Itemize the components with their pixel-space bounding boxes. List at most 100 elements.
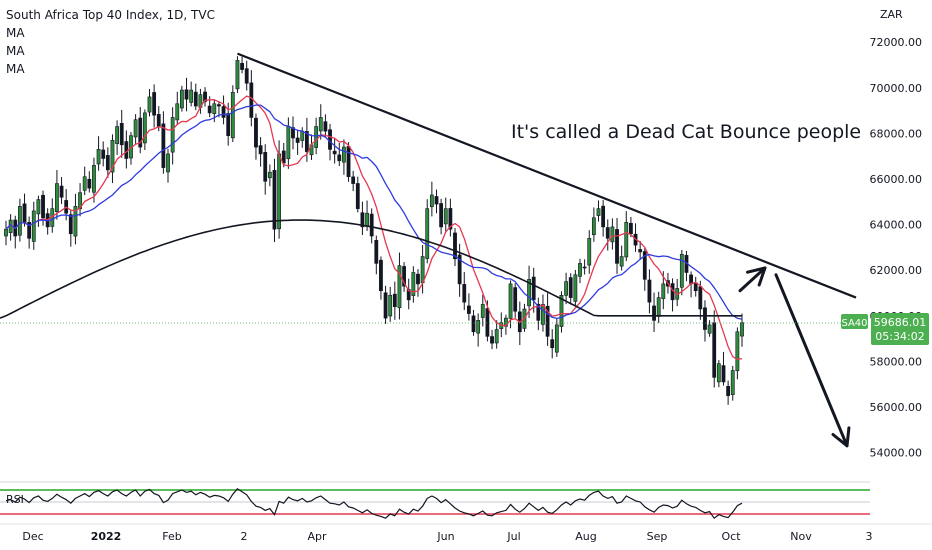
candle-down [712, 322, 717, 378]
candle-down [337, 154, 342, 162]
candle-up [92, 165, 96, 193]
candle-down [226, 113, 231, 136]
x-tick-label: Sep [647, 530, 668, 543]
candle-down [138, 117, 143, 148]
candle-down [152, 92, 157, 116]
candle-down [41, 194, 45, 219]
candle-up [286, 126, 291, 160]
y-tick-label: 64000.00 [870, 219, 923, 232]
candle-down [87, 178, 92, 189]
candle-down [652, 305, 656, 321]
candle-up [735, 331, 740, 372]
candle-up [170, 117, 175, 153]
candle-down [304, 131, 309, 152]
candle-up [82, 176, 87, 191]
candle-up [267, 171, 272, 179]
candle-up [443, 208, 448, 225]
chart-title: South Africa Top 40 Index, 1D, TVC [6, 8, 215, 22]
candle-down [203, 91, 207, 102]
candle-up [508, 283, 513, 319]
currency-label: ZAR [880, 8, 903, 21]
candle-down [105, 155, 110, 171]
candle-up [476, 320, 481, 334]
candle-down [448, 208, 453, 230]
candle-down [471, 315, 476, 333]
y-tick-label: 56000.00 [870, 401, 923, 414]
candle-up [656, 297, 661, 317]
candle-up [277, 153, 282, 230]
candle-up [55, 183, 59, 212]
candle-down [346, 146, 351, 178]
candle-up [235, 60, 240, 90]
candle-down [217, 104, 221, 107]
candle-down [59, 185, 64, 198]
candle-down [453, 232, 457, 260]
candle-down [485, 308, 490, 337]
symbol-badge [841, 313, 868, 329]
candle-down [402, 266, 406, 287]
candle-down [582, 266, 587, 269]
price-badge-countdown: 05:34:02 [875, 330, 924, 343]
candle-up [425, 208, 430, 259]
candle-up [115, 126, 119, 144]
candle-up [716, 363, 721, 383]
candle-up [420, 256, 425, 284]
candle-up [527, 279, 531, 307]
price-axis [870, 0, 932, 550]
candle-down [119, 123, 124, 146]
candle-down [281, 150, 286, 164]
candle-up [494, 329, 499, 344]
candle-down [101, 149, 106, 159]
legend-ma-2[interactable]: MA [6, 44, 25, 58]
candle-up [342, 146, 346, 163]
rsi-label: RSI [6, 493, 24, 506]
candle-down [360, 212, 365, 228]
candle-down [68, 214, 73, 235]
candle-down [466, 305, 471, 314]
candle-up [31, 210, 36, 242]
arrow-bounce-up [738, 266, 767, 293]
candle-up [110, 139, 115, 173]
candle-up [4, 228, 8, 237]
candle-down [156, 114, 161, 127]
candle-up [480, 304, 485, 318]
arrow-bounce-up-head [746, 266, 767, 287]
candle-down [647, 279, 652, 303]
ma-fast-line [5, 95, 743, 361]
x-tick-label: Dec [22, 530, 43, 543]
price-badge-value: 59686.01 [874, 316, 927, 329]
y-tick-label: 72000.00 [870, 36, 923, 49]
candle-down [258, 145, 263, 155]
candle-up [730, 370, 735, 395]
candle-up [78, 192, 82, 210]
candle-up [212, 103, 217, 115]
candle-down [568, 277, 573, 298]
candle-down [629, 222, 633, 235]
candle-down [295, 137, 300, 143]
candle-up [596, 208, 601, 216]
candle-down [462, 284, 467, 303]
x-tick-label: Jul [506, 530, 520, 543]
candle-down [545, 305, 550, 337]
candle-down [184, 89, 189, 100]
candle-down [703, 307, 707, 330]
candle-down [374, 239, 379, 264]
candle-up [318, 117, 323, 132]
legend-ma-3[interactable]: MA [6, 62, 25, 76]
x-tick-label: 3 [866, 530, 873, 543]
candle-up [587, 237, 592, 266]
legend-ma-1[interactable]: MA [6, 26, 25, 40]
chart-legend: South Africa Top 40 Index, 1D, TVC MA MA… [6, 6, 215, 78]
ma-mid-line [5, 104, 743, 320]
candle-down [642, 251, 647, 280]
x-tick-label: Apr [307, 530, 327, 543]
candle-down [513, 287, 518, 312]
trendline [237, 52, 857, 299]
symbol-badge-label: SA40 [841, 318, 867, 329]
candle-down [721, 365, 726, 383]
candle-down [249, 82, 254, 118]
candle-down [536, 303, 541, 321]
rsi-line [5, 488, 743, 520]
candle-up [578, 263, 582, 277]
